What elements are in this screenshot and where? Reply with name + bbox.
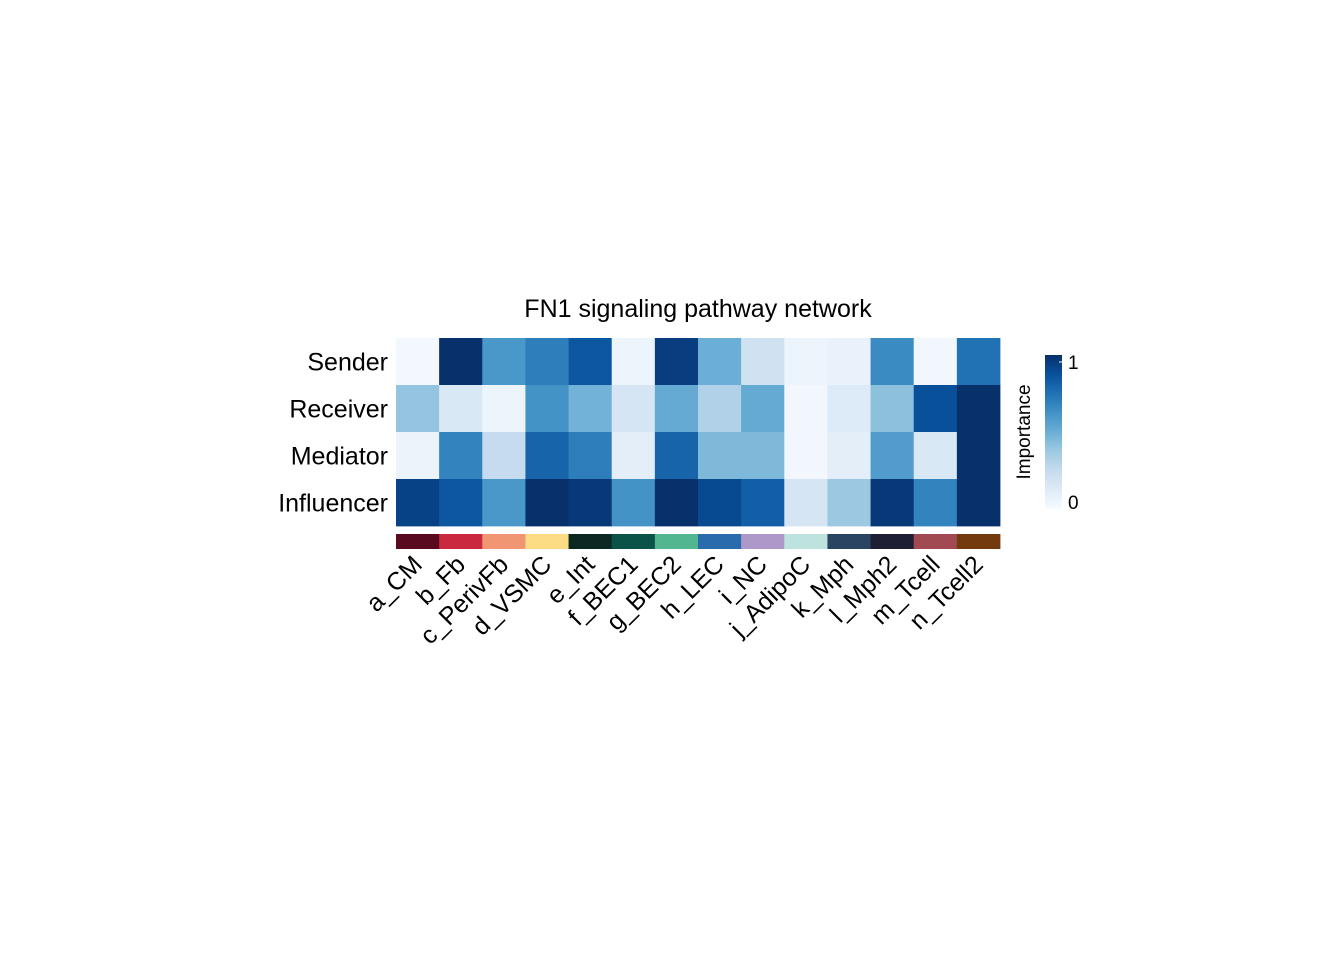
heatmap-cell-mediator-e-int	[568, 432, 613, 480]
heatmap-cell-mediator-i-nc	[741, 432, 785, 480]
heatmap-cell-receiver-a-cm	[396, 385, 440, 433]
heatmap-cell-mediator-b-fb	[439, 432, 483, 480]
heatmap-cell-influencer-k-mph	[827, 479, 871, 527]
heatmap-cell-influencer-f-bec1	[611, 479, 656, 527]
heatmap-cell-receiver-b-fb	[439, 385, 483, 433]
heatmap-cell-receiver-c-perivfb	[482, 385, 526, 433]
heatmap-cell-sender-j-adipoc	[784, 338, 828, 386]
group-color-k-mph	[827, 534, 871, 549]
heatmap-cell-mediator-j-adipoc	[784, 432, 828, 480]
colorbar-legend: 1 0 Importance	[1014, 353, 1079, 514]
heatmap-cell-receiver-j-adipoc	[784, 385, 828, 433]
heatmap-cell-receiver-k-mph	[827, 385, 871, 433]
heatmap-cell-sender-f-bec1	[611, 338, 656, 386]
group-color-d-vsmc	[525, 534, 569, 549]
heatmap-cell-receiver-l-mph2	[870, 385, 915, 433]
heatmap-cell-influencer-a-cm	[396, 479, 440, 527]
group-color-e-int	[568, 534, 613, 549]
heatmap-cell-receiver-n-tcell2	[956, 385, 1001, 433]
heatmap-cell-receiver-m-tcell	[913, 385, 958, 433]
heatmap-cell-mediator-c-perivfb	[482, 432, 526, 480]
heatmap-cell-influencer-j-adipoc	[784, 479, 828, 527]
heatmap-cell-influencer-n-tcell2	[956, 479, 1001, 527]
colorbar-gradient	[1045, 355, 1062, 509]
heatmap-cell-sender-g-bec2	[654, 338, 699, 386]
heatmap-cell-mediator-g-bec2	[654, 432, 699, 480]
row-label-sender: Sender	[307, 349, 388, 377]
column-labels: a_CMb_Fbc_PerivFbd_VSMCe_Intf_BEC1g_BEC2…	[361, 550, 989, 649]
heatmap-cell-mediator-n-tcell2	[956, 432, 1001, 480]
heatmap-cell-receiver-i-nc	[741, 385, 785, 433]
group-color-l-mph2	[870, 534, 915, 549]
heatmap-cell-receiver-h-lec	[698, 385, 742, 433]
heatmap-cell-influencer-h-lec	[698, 479, 742, 527]
row-labels: Sender Receiver Mediator Influencer	[278, 349, 388, 518]
heatmap-cell-mediator-k-mph	[827, 432, 871, 480]
heatmap-cell-mediator-l-mph2	[870, 432, 915, 480]
heatmap-cell-sender-a-cm	[396, 338, 440, 386]
heatmap-cell-sender-e-int	[568, 338, 613, 386]
group-color-n-tcell2	[956, 534, 1001, 549]
heatmap-cell-mediator-a-cm	[396, 432, 440, 480]
heatmap-cell-mediator-h-lec	[698, 432, 742, 480]
heatmap-cell-receiver-g-bec2	[654, 385, 699, 433]
heatmap-cell-sender-i-nc	[741, 338, 785, 386]
heatmap-cell-sender-m-tcell	[913, 338, 958, 386]
group-color-m-tcell	[913, 534, 958, 549]
group-color-h-lec	[698, 534, 742, 549]
row-label-influencer: Influencer	[278, 490, 388, 518]
heatmap-cell-sender-d-vsmc	[525, 338, 569, 386]
heatmap-cell-influencer-b-fb	[439, 479, 483, 527]
heatmap-cell-influencer-d-vsmc	[525, 479, 569, 527]
heatmap-cell-sender-l-mph2	[870, 338, 915, 386]
group-color-g-bec2	[654, 534, 699, 549]
group-color-j-adipoc	[784, 534, 828, 549]
heatmap-cell-sender-h-lec	[698, 338, 742, 386]
heatmap-cell-receiver-d-vsmc	[525, 385, 569, 433]
row-label-mediator: Mediator	[291, 443, 388, 471]
colorbar-title: Importance	[1014, 384, 1035, 479]
heatmap-cell-influencer-l-mph2	[870, 479, 915, 527]
heatmap-cell-receiver-e-int	[568, 385, 613, 433]
group-color-f-bec1	[611, 534, 656, 549]
heatmap-cell-mediator-m-tcell	[913, 432, 958, 480]
group-color-b-fb	[439, 534, 483, 549]
heatmap-cell-influencer-i-nc	[741, 479, 785, 527]
heatmap-cell-influencer-e-int	[568, 479, 613, 527]
group-color-a-cm	[396, 534, 440, 549]
heatmap-cell-sender-c-perivfb	[482, 338, 526, 386]
colorbar-min-label: 0	[1068, 493, 1079, 514]
heatmap-cell-mediator-d-vsmc	[525, 432, 569, 480]
heatmap-cell-mediator-f-bec1	[611, 432, 656, 480]
heatmap-cell-influencer-g-bec2	[654, 479, 699, 527]
group-color-bar	[396, 534, 1001, 549]
heatmap-cell-influencer-m-tcell	[913, 479, 958, 527]
heatmap-cell-receiver-f-bec1	[611, 385, 656, 433]
heatmap-cell-sender-b-fb	[439, 338, 483, 386]
heatmap-cell-sender-n-tcell2	[956, 338, 1001, 386]
heatmap-cell-sender-k-mph	[827, 338, 871, 386]
row-label-receiver: Receiver	[289, 396, 388, 424]
heatmap-cells	[396, 338, 1001, 527]
group-color-c-perivfb	[482, 534, 526, 549]
chart-title: FN1 signaling pathway network	[524, 295, 872, 323]
group-color-i-nc	[741, 534, 785, 549]
colorbar-max-label: 1	[1068, 353, 1079, 374]
heatmap-cell-influencer-c-perivfb	[482, 479, 526, 527]
